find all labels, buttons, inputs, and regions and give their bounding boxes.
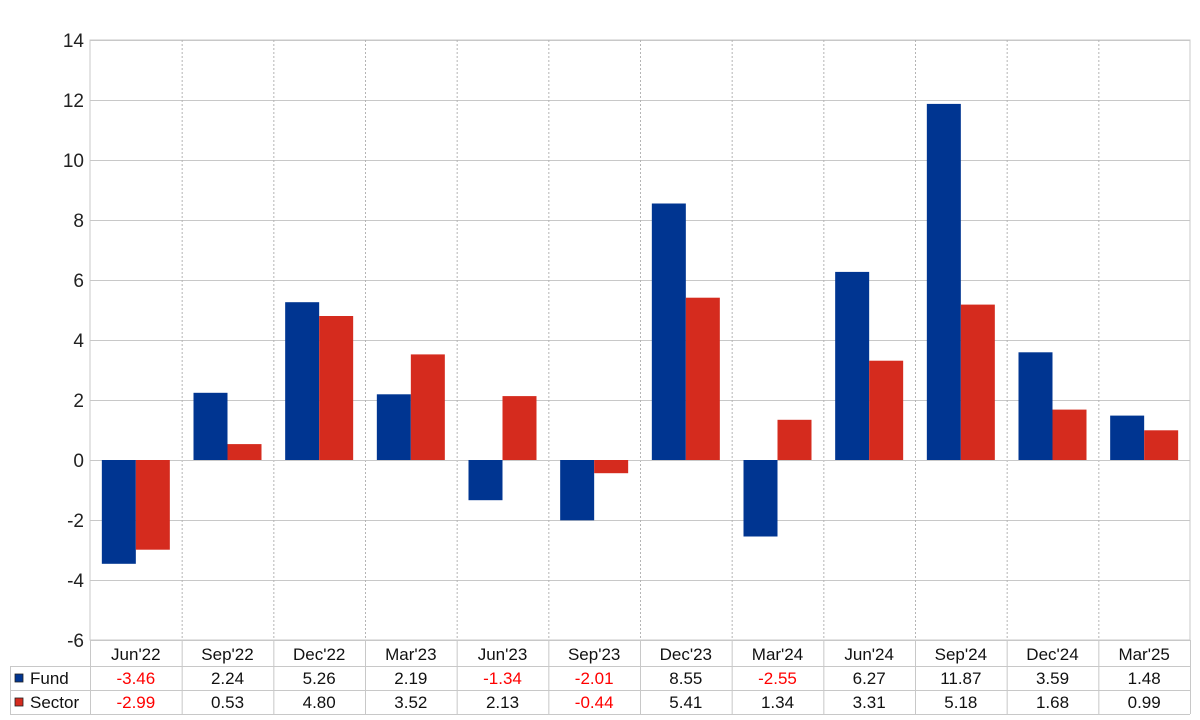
x-tick-label: Sep'24 [935,645,987,664]
y-tick-label: 6 [73,271,84,292]
data-label: 11.87 [940,669,981,688]
fund-bar [101,460,136,564]
x-tick-label: Sep'22 [201,645,253,664]
grid-lines [89,39,1191,641]
data-label: -1.34 [483,669,522,688]
fund-bar [1018,352,1053,460]
data-label: 3.59 [1036,669,1069,688]
x-tick-label: Sep'23 [568,645,620,664]
legend-label-sector: Sector [30,693,79,712]
y-tick-label: -6 [67,631,84,652]
fund-bar [743,460,778,537]
sector-bar [502,396,537,460]
sector-bar [135,460,170,550]
data-label: 5.41 [669,693,702,712]
y-axis: -6 -4 -2 0 2 4 6 8 10 12 14 [63,31,85,652]
sector-bar [777,419,812,460]
sector-bar [1052,409,1087,460]
sector-bar [319,316,354,460]
sector-bar [1144,430,1179,460]
y-tick-label: 14 [63,31,85,52]
x-tick-label: Jun'22 [111,645,161,664]
sector-bar [410,354,445,460]
data-label: -2.55 [758,669,797,688]
sector-bar [227,444,262,460]
data-label: 6.27 [853,669,886,688]
data-label: 2.24 [211,669,244,688]
data-label: 3.31 [853,693,886,712]
y-tick-label: 8 [73,211,84,232]
legend-swatch-sector [14,697,24,707]
x-tick-label: Dec'24 [1026,645,1078,664]
y-tick-label: 12 [63,91,84,112]
data-label: 8.55 [669,669,702,688]
bar-marks [101,103,1179,564]
x-tick-label: Mar'25 [1118,645,1169,664]
fund-bar [1110,415,1145,460]
data-label: -2.01 [575,669,614,688]
data-label: 5.26 [303,669,336,688]
data-label: 2.19 [394,669,427,688]
y-tick-label: -2 [67,511,84,532]
data-label: 1.68 [1036,693,1069,712]
data-label: -3.46 [116,669,155,688]
x-tick-label: Mar'23 [385,645,436,664]
y-tick-label: 10 [63,151,84,172]
x-tick-label: Mar'24 [752,645,803,664]
data-label: 0.99 [1128,693,1161,712]
sector-bar [685,297,720,460]
y-tick-label: 0 [73,451,84,472]
fund-bar [651,203,686,460]
x-tick-label: Dec'23 [660,645,712,664]
sector-bar [960,304,995,460]
data-table: Fund -3.46 2.24 5.26 2.19 -1.34 -2.01 8.55 -2.55… [10,640,1191,715]
data-label: 5.18 [944,693,977,712]
fund-bar [560,460,595,521]
y-tick-label: -4 [67,571,84,592]
sector-bar [869,360,904,460]
data-label: 4.80 [303,693,336,712]
x-tick-label: Dec'22 [293,645,345,664]
data-label: -2.99 [116,693,155,712]
legend-swatch-fund [14,673,24,683]
data-label: 1.34 [761,693,794,712]
fund-bar [285,302,320,460]
data-label: 0.53 [211,693,244,712]
fund-bar [376,394,411,460]
x-tick-label: Jun'24 [844,645,894,664]
y-tick-label: 2 [73,391,84,412]
fund-bar [835,271,870,460]
fund-bar [926,103,961,461]
data-label: -0.44 [575,693,614,712]
fund-bar [468,460,503,501]
y-tick-label: 4 [73,331,84,352]
sector-bar [594,460,629,474]
data-label: 2.13 [486,693,519,712]
x-axis: Jun'22 Sep'22 Dec'22 Mar'23 Jun'23 Sep'23 Dec'… [111,645,1170,664]
legend-label-fund: Fund [30,669,69,688]
fund-bar [193,392,228,460]
data-label: 3.52 [394,693,427,712]
x-tick-label: Jun'23 [478,645,528,664]
data-label: 1.48 [1128,669,1161,688]
